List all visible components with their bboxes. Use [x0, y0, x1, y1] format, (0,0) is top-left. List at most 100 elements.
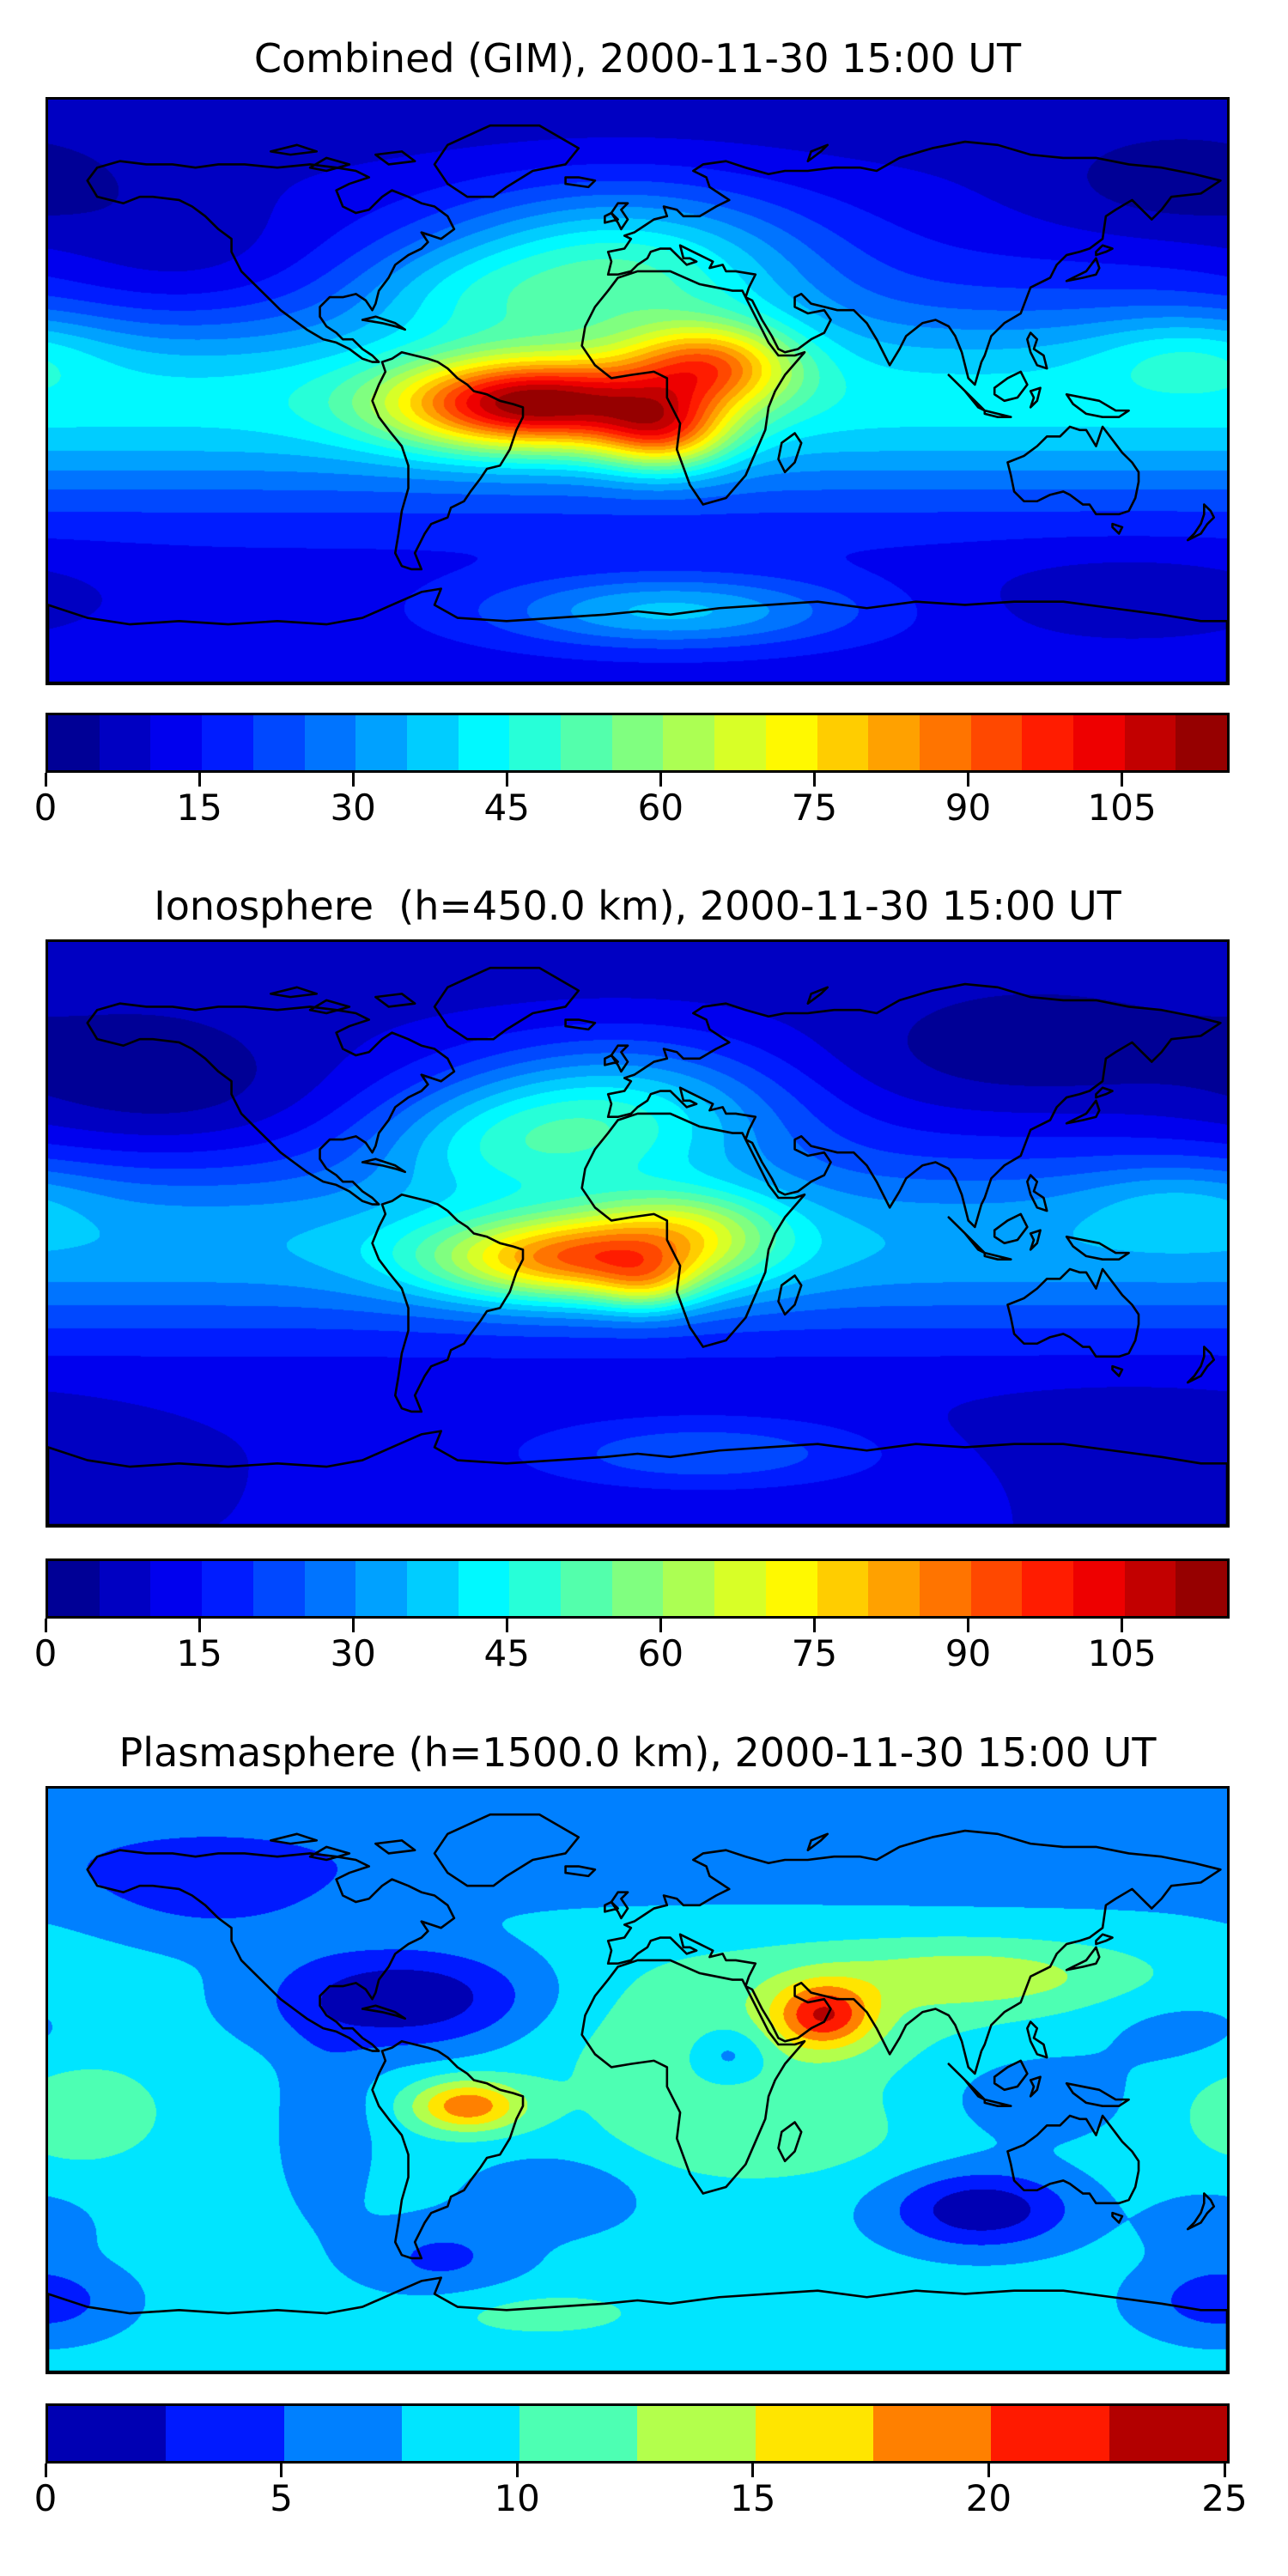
colorbar-tick-label: 75: [791, 1632, 838, 1674]
colorbar-tick-mark: [812, 773, 816, 787]
colorbar-segment: [99, 715, 151, 770]
colorbar-segment: [355, 715, 407, 770]
colorbar-tick-label: 90: [945, 1632, 992, 1674]
panel-title-ionosphere: Ionosphere (h=450.0 km), 2000-11-30 15:0…: [154, 883, 1121, 929]
panel-title-plasmasphere: Plasmasphere (h=1500.0 km), 2000-11-30 1…: [118, 1729, 1157, 1776]
colorbar-tick-mark: [44, 773, 47, 787]
colorbar-tick-mark: [505, 773, 508, 787]
colorbar-segment: [919, 715, 971, 770]
colorbar-tick-mark: [1121, 1619, 1124, 1632]
colorbar-tick-mark: [280, 2464, 283, 2477]
colorbar-segment: [714, 1561, 766, 1616]
colorbar-segment: [637, 2406, 756, 2461]
colorbar-tick-label: 30: [330, 787, 376, 829]
colorbar-tick-mark: [351, 1619, 355, 1632]
colorbar-tick-mark: [1121, 773, 1124, 787]
map-ionosphere: [46, 939, 1230, 1528]
colorbar-tick-mark: [505, 1619, 508, 1632]
colorbar-segment: [283, 2406, 402, 2461]
colorbar-segment: [509, 715, 562, 770]
colorbar-segment: [873, 2406, 992, 2461]
colorbar-segment: [663, 1561, 715, 1616]
colorbar-segment: [611, 715, 664, 770]
colorbar-segment: [970, 715, 1023, 770]
colorbar-segment: [202, 715, 253, 770]
colorbar-segment: [561, 1561, 612, 1616]
colorbar-segment: [1124, 1561, 1176, 1616]
coastline-path: [48, 1814, 1227, 2372]
colorbar-tick-mark: [812, 1619, 816, 1632]
colorbar-segment: [458, 715, 510, 770]
colorbar-segment: [202, 1561, 253, 1616]
colorbar-ionosphere: 0 15 30 45 60 75 90 105: [34, 1558, 1230, 1679]
colorbar-segment: [406, 1561, 459, 1616]
colorbar-tick-label: 5: [270, 2477, 293, 2519]
coastlines-overlay: [48, 100, 1227, 683]
colorbar-gradient: [46, 1558, 1230, 1619]
colorbar-tick-mark: [1223, 2464, 1226, 2477]
colorbar-segment: [48, 2406, 167, 2461]
colorbar-tick-label: 30: [330, 1632, 376, 1674]
colorbar-gradient: [46, 2403, 1230, 2464]
coastlines-overlay: [48, 942, 1227, 1525]
colorbar-tick-label: 0: [33, 1632, 58, 1674]
colorbar-segment: [755, 2406, 874, 2461]
colorbar-combined: 0 15 30 45 60 75 90 105: [34, 713, 1230, 833]
colorbar-segment: [970, 1561, 1023, 1616]
colorbar-segment: [561, 715, 612, 770]
colorbar-tick-mark: [659, 1619, 662, 1632]
colorbar-tick-label: 0: [33, 2477, 58, 2519]
colorbar-segment: [166, 2406, 284, 2461]
colorbar-segment: [765, 715, 817, 770]
colorbar-tick-mark: [197, 773, 201, 787]
coastline-path: [48, 125, 1227, 683]
colorbar-segment: [252, 715, 305, 770]
colorbar-segment: [868, 715, 920, 770]
colorbar-tick-label: 75: [791, 787, 838, 829]
colorbar-segment: [99, 1561, 151, 1616]
colorbar-gradient: [46, 713, 1230, 773]
colorbar-tick-mark: [751, 2464, 755, 2477]
colorbar-segment: [355, 1561, 407, 1616]
colorbar-segment: [919, 1561, 971, 1616]
colorbar-tick-label: 90: [945, 787, 992, 829]
colorbar-segment: [304, 715, 356, 770]
colorbar-tick-label: 105: [1087, 787, 1157, 829]
colorbar-segment: [1109, 2406, 1227, 2461]
colorbar-tick-label: 15: [176, 1632, 222, 1674]
colorbar-segment: [458, 1561, 510, 1616]
colorbar-segment: [663, 715, 715, 770]
colorbar-segment: [765, 1561, 817, 1616]
colorbar-segment: [714, 715, 766, 770]
colorbar-tick-label: 45: [483, 1632, 530, 1674]
colorbar-tick-mark: [44, 1619, 47, 1632]
colorbar-tick-label: 20: [965, 2477, 1012, 2519]
colorbar-plasmasphere: 0 5 10 15 20 25: [34, 2403, 1248, 2524]
colorbar-tick-label: 0: [33, 787, 58, 829]
colorbar-segment: [1022, 1561, 1074, 1616]
colorbar-segment: [519, 2406, 638, 2461]
coastline-path: [48, 968, 1227, 1525]
colorbar-segment: [150, 1561, 203, 1616]
colorbar-tick-mark: [987, 2464, 990, 2477]
colorbar-segment: [817, 1561, 869, 1616]
colorbar-tick-label: 15: [730, 2477, 776, 2519]
colorbar-tick-mark: [197, 1619, 201, 1632]
colorbar-tick-label: 105: [1087, 1632, 1157, 1674]
colorbar-segment: [1073, 1561, 1125, 1616]
colorbar-tick-mark: [44, 2464, 47, 2477]
colorbar-segment: [48, 715, 100, 770]
colorbar-segment: [304, 1561, 356, 1616]
colorbar-tick-label: 10: [494, 2477, 540, 2519]
colorbar-segment: [1176, 1561, 1228, 1616]
coastlines-overlay: [48, 1789, 1227, 2372]
colorbar-segment: [817, 715, 869, 770]
colorbar-tick-mark: [659, 773, 662, 787]
colorbar-tick-label: 60: [637, 1632, 684, 1674]
colorbar-segment: [48, 1561, 100, 1616]
colorbar-segment: [150, 715, 203, 770]
colorbar-segment: [401, 2406, 520, 2461]
colorbar-tick-mark: [515, 2464, 519, 2477]
colorbar-segment: [406, 715, 459, 770]
colorbar-segment: [1073, 715, 1125, 770]
